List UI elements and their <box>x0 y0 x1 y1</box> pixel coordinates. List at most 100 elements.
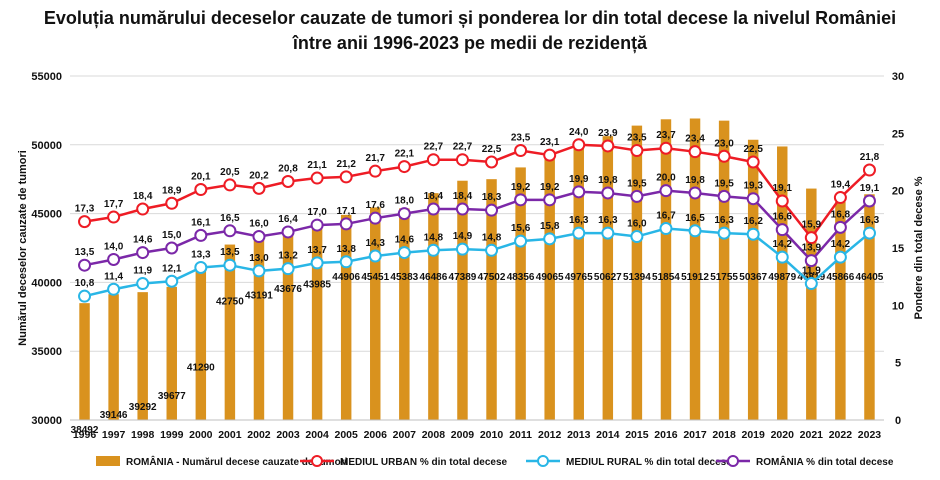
romania-point <box>194 228 208 242</box>
urban-value-label: 22,7 <box>424 142 444 153</box>
rural-value-label: 14,2 <box>831 239 851 250</box>
urban-value-label: 23,4 <box>685 134 705 145</box>
bar-value-label: 39146 <box>100 410 128 421</box>
bar <box>631 125 643 420</box>
urban-value-label: 20,5 <box>220 167 240 178</box>
rural-value-label: 11,9 <box>133 266 152 277</box>
bar-value-label: 38492 <box>71 425 99 436</box>
bar <box>224 244 236 420</box>
y-right-tick-label: 10 <box>892 300 904 312</box>
y-right-tick-label: 0 <box>895 415 901 427</box>
x-tick-label: 2001 <box>218 429 242 441</box>
urban-value-label: 17,3 <box>75 204 95 215</box>
rural-value-label: 14,8 <box>482 232 502 243</box>
bar <box>864 194 875 420</box>
romania-value-label: 19,2 <box>511 182 531 193</box>
legend-label-urban-line: MEDIUL URBAN % din total decese <box>340 457 507 468</box>
bar <box>689 118 701 421</box>
urban-point <box>78 215 92 229</box>
bar <box>108 294 119 420</box>
x-tick-label: 2023 <box>858 429 882 441</box>
romania-point <box>78 258 92 272</box>
urban-point <box>804 231 818 245</box>
romania-value-label: 16,1 <box>191 217 211 228</box>
rural-value-label: 12,1 <box>162 263 182 274</box>
rural-value-label: 15,8 <box>540 221 560 232</box>
urban-value-label: 23,0 <box>714 138 734 149</box>
y-left-tick-label: 50000 <box>31 140 62 152</box>
legend-swatch-bars <box>96 456 120 466</box>
urban-point <box>107 210 121 224</box>
bar-value-label: 50627 <box>594 272 622 283</box>
rural-value-label: 11,9 <box>802 266 821 277</box>
urban-point <box>223 178 237 192</box>
romania-point <box>630 189 644 203</box>
x-tick-label: 1997 <box>102 429 126 441</box>
bar-value-label: 46405 <box>856 272 884 283</box>
urban-point <box>426 153 440 167</box>
bar-value-label: 42750 <box>216 297 244 308</box>
bar <box>573 148 584 420</box>
legend-swatch-marker <box>537 455 549 467</box>
rural-value-label: 13,7 <box>307 245 327 256</box>
bar <box>370 207 381 420</box>
rural-point <box>485 243 499 257</box>
bar <box>253 238 265 420</box>
legend-swatch-marker <box>311 455 323 467</box>
urban-point <box>339 170 353 184</box>
urban-point <box>688 145 702 159</box>
bar-value-label: 45451 <box>361 272 389 283</box>
y-right-tick-label: 15 <box>892 243 904 255</box>
urban-point <box>136 202 150 216</box>
chart-title: Evoluția numărului deceselor cauzate de … <box>43 8 897 28</box>
rural-value-label: 16,3 <box>860 215 880 226</box>
rural-value-label: 13,3 <box>191 249 211 260</box>
bar-value-label: 51755 <box>710 272 738 283</box>
bar-value-label: 51912 <box>681 272 709 283</box>
bar <box>457 180 468 420</box>
rural-point <box>281 262 295 276</box>
rural-point <box>659 222 673 236</box>
urban-line <box>84 143 871 240</box>
y-left-tick-label: 40000 <box>31 277 62 289</box>
romania-value-label: 17,6 <box>366 200 386 211</box>
urban-value-label: 22,5 <box>743 144 763 155</box>
urban-point <box>485 155 499 169</box>
romania-point <box>746 192 760 206</box>
romania-point <box>136 246 150 260</box>
romania-point <box>514 193 528 207</box>
romania-value-label: 15,0 <box>162 230 182 241</box>
urban-point <box>165 196 179 210</box>
urban-value-label: 22,1 <box>395 149 415 160</box>
x-tick-label: 2004 <box>305 429 329 441</box>
urban-point <box>397 160 411 174</box>
bar-value-label: 47502 <box>478 272 506 283</box>
rural-point <box>310 256 324 270</box>
urban-point <box>368 164 382 178</box>
bar <box>544 157 555 421</box>
x-tick-label: 1998 <box>131 429 155 441</box>
rural-value-label: 13,5 <box>220 247 240 258</box>
urban-point <box>862 163 876 177</box>
rural-point <box>688 224 702 238</box>
romania-point <box>717 189 731 203</box>
x-tick-label: 2006 <box>364 429 388 441</box>
romania-point <box>223 224 237 238</box>
bar-value-label: 47389 <box>449 272 477 283</box>
rural-point <box>252 264 266 278</box>
romania-value-label: 17,0 <box>307 207 327 218</box>
rural-point <box>426 243 440 257</box>
urban-point <box>252 181 266 195</box>
bar <box>747 139 759 421</box>
bar-value-label: 46486 <box>419 272 447 283</box>
x-tick-label: 2005 <box>334 429 358 441</box>
romania-value-label: 17,1 <box>336 206 356 217</box>
bar <box>137 292 148 420</box>
romania-point <box>339 217 353 231</box>
rural-value-label: 14,3 <box>366 238 386 249</box>
urban-value-label: 22,7 <box>453 142 473 153</box>
bar-value-label: 43985 <box>303 280 331 291</box>
bar-value-label: 41290 <box>187 363 215 374</box>
bar <box>166 286 177 420</box>
